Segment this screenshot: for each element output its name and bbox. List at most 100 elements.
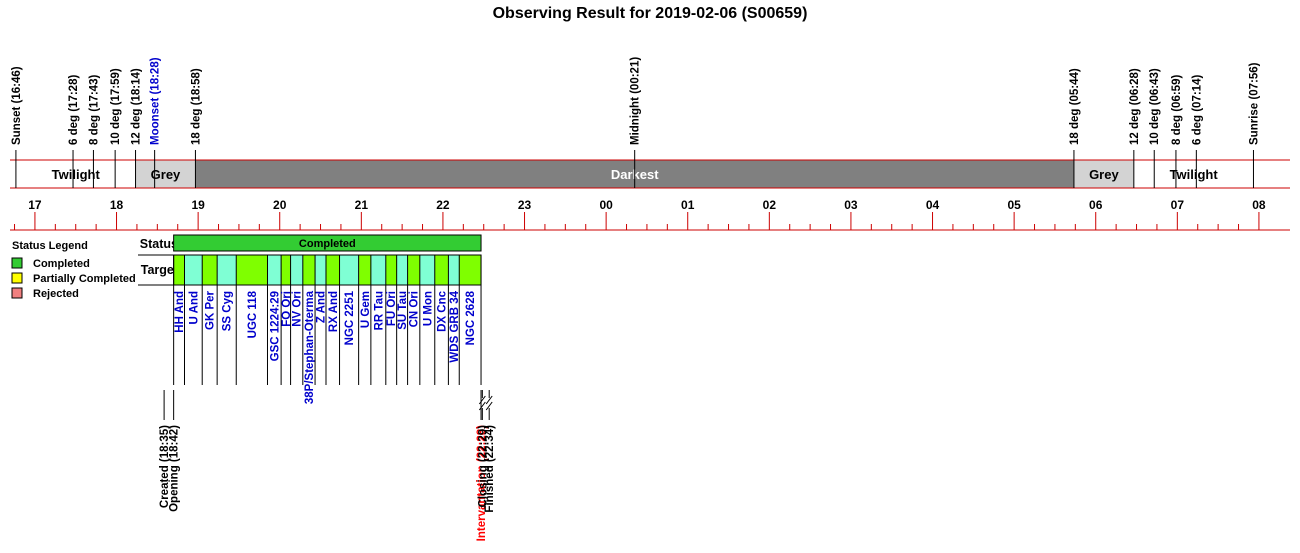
target-label-7: NV Ori <box>292 291 304 327</box>
target-label-18: DX Cnc <box>437 290 449 332</box>
targets-outline <box>173 254 482 286</box>
target-label-6: FO Ori <box>281 291 293 327</box>
target-label-4: UGC 118 <box>247 290 259 338</box>
event-label-8: 18 deg (05:44) <box>1069 68 1081 145</box>
event-label-9: 12 deg (06:28) <box>1129 68 1141 145</box>
target-block <box>358 255 371 285</box>
hour-tick-label: 04 <box>926 198 940 212</box>
hour-tick-label: 02 <box>763 198 777 212</box>
legend-label-0: Completed <box>33 258 90 270</box>
target-label-19: WDS GRB 34 <box>449 290 461 362</box>
target-label-1: U And <box>188 291 200 324</box>
target-block <box>396 255 408 285</box>
event-label-3: 10 deg (17:59) <box>110 68 122 145</box>
target-label-9: Z And <box>316 291 328 323</box>
phase-band-3 <box>1073 160 1134 188</box>
target-block <box>236 255 268 285</box>
phase-label-1: Grey <box>151 167 181 182</box>
target-label-5: GSC 1224:29 <box>269 291 281 361</box>
event-label-6: 18 deg (18:58) <box>190 68 202 145</box>
hour-tick-label: 01 <box>681 198 695 212</box>
target-label-16: CN Ori <box>409 291 421 327</box>
target-block <box>459 255 482 285</box>
target-block <box>385 255 397 285</box>
target-block <box>267 255 282 285</box>
legend-title: Status Legend <box>12 240 88 252</box>
target-block <box>302 255 316 285</box>
target-block <box>202 255 218 285</box>
target-block <box>217 255 237 285</box>
target-label-17: U Mon <box>422 291 434 326</box>
hour-tick-label: 00 <box>599 198 613 212</box>
hour-tick-label: 17 <box>28 198 42 212</box>
target-block <box>339 255 359 285</box>
target-block <box>325 255 340 285</box>
legend-swatch-2 <box>11 287 23 299</box>
target-block <box>370 255 386 285</box>
event-break-mark <box>478 401 486 411</box>
target-label-2: GK Per <box>205 290 217 330</box>
bottom-event-label-0: Created (18:35) <box>159 425 171 508</box>
event-break-mark <box>485 395 493 405</box>
legend-swatch-0 <box>11 257 23 269</box>
event-break-mark <box>485 401 493 411</box>
event-label-12: 6 deg (07:14) <box>1191 75 1203 145</box>
event-label-1: 6 deg (17:28) <box>68 75 80 145</box>
event-label-11: 8 deg (06:59) <box>1171 75 1183 145</box>
target-label-3: SS Cyg <box>222 291 234 331</box>
status-bar-label: Completed <box>299 238 356 250</box>
hour-tick-label: 19 <box>191 198 205 212</box>
hour-tick-label: 18 <box>110 198 124 212</box>
target-label-13: RR Tau <box>373 291 385 330</box>
status-row-label: Status <box>140 237 178 251</box>
target-block <box>407 255 420 285</box>
hour-tick-label: 05 <box>1007 198 1021 212</box>
phase-label-4: Twilight <box>1170 167 1219 182</box>
event-break-mark <box>478 395 486 405</box>
target-block <box>290 255 303 285</box>
target-block <box>173 255 185 285</box>
event-label-7: Midnight (00:21) <box>630 57 642 145</box>
hour-tick-label: 06 <box>1089 198 1103 212</box>
event-label-4: 12 deg (18:14) <box>131 68 143 145</box>
target-block <box>281 255 291 285</box>
bottom-event-label-4: Finished (22:34) <box>484 425 496 513</box>
phase-label-3: Grey <box>1089 167 1119 182</box>
event-label-0: Sunset (16:46) <box>11 66 23 145</box>
hour-tick-label: 03 <box>844 198 858 212</box>
hour-tick-label: 20 <box>273 198 287 212</box>
event-label-10: 10 deg (06:43) <box>1149 68 1161 145</box>
target-label-12: U Gem <box>360 291 372 328</box>
target-label-11: NGC 2251 <box>344 290 356 345</box>
target-label-8: 38P/Stephan-Oterma <box>304 290 316 404</box>
target-label-0: HH And <box>174 291 186 333</box>
hour-tick-label: 07 <box>1171 198 1185 212</box>
target-block <box>419 255 435 285</box>
bottom-event-label-1: Opening (18:42) <box>169 425 181 512</box>
legend-swatch-1 <box>11 272 23 284</box>
event-label-13: Sunrise (07:56) <box>1248 62 1260 145</box>
target-label-20: NGC 2628 <box>465 290 477 345</box>
phase-band-1 <box>135 160 196 188</box>
target-label-10: RX And <box>328 291 340 332</box>
legend-label-1: Partially Completed <box>33 273 136 285</box>
event-label-5: Moonset (18:28) <box>150 57 162 145</box>
target-block <box>448 255 460 285</box>
target-block <box>184 255 203 285</box>
target-block <box>434 255 449 285</box>
bottom-event-label-3: Closing (22:29) <box>477 425 489 508</box>
hour-tick-label: 21 <box>355 198 369 212</box>
target-label-15: SU Tau <box>397 291 409 330</box>
hour-tick-label: 08 <box>1252 198 1266 212</box>
phase-label-0: Twilight <box>52 167 101 182</box>
status-bar <box>173 234 482 252</box>
hour-tick-label: 23 <box>518 198 532 212</box>
hour-tick-label: 22 <box>436 198 450 212</box>
legend-label-2: Rejected <box>33 288 79 300</box>
chart-title: Observing Result for 2019-02-06 (S00659) <box>492 5 808 22</box>
bottom-event-label-2: Intervantation (22:28) <box>476 425 488 541</box>
target-label-14: FU Ori <box>386 291 398 326</box>
target-block <box>315 255 326 285</box>
event-label-2: 8 deg (17:43) <box>88 75 100 145</box>
